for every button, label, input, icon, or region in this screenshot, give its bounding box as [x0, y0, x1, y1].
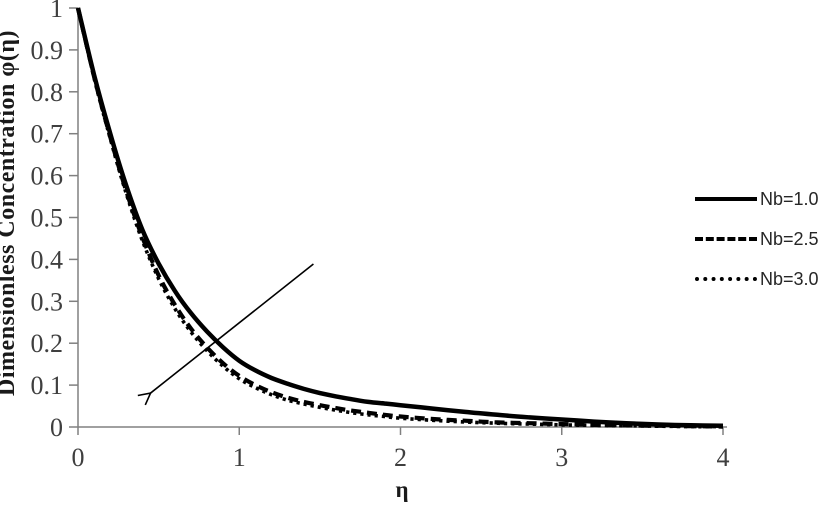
x-axis-title: η: [395, 477, 408, 502]
y-tick-label: 0.8: [31, 78, 64, 107]
y-tick-label: 0.1: [31, 371, 64, 400]
legend-label: Nb=3.0: [760, 268, 819, 289]
legend-line-solid-icon: [695, 197, 757, 201]
x-tick-label: 4: [717, 443, 730, 472]
legend-line-dashed-icon: [695, 237, 757, 241]
legend-item-nb-3.0: Nb=3.0: [695, 259, 819, 299]
y-tick-label: 0.2: [31, 329, 64, 358]
y-tick-label: 0.3: [31, 287, 64, 316]
increasing-nb-arrow: [151, 263, 314, 393]
y-tick-label: 0.4: [31, 245, 64, 274]
y-tick-label: 0.5: [31, 204, 64, 233]
y-tick-label: 0.6: [31, 162, 64, 191]
curve-nb-3.0: [76, 7, 724, 429]
legend-item-nb-2.5: Nb=2.5: [695, 219, 819, 259]
legend-item-nb-1.0: Nb=1.0: [695, 179, 819, 219]
curve-nb-1.0: [75, 7, 724, 428]
y-axis-title: Dimensionless Concentration φ(η): [0, 30, 20, 396]
x-tick-label: 1: [233, 443, 246, 472]
curve-nb-2.5: [75, 7, 724, 429]
legend-label: Nb=2.5: [760, 228, 819, 249]
y-tick-label: 0: [50, 413, 63, 442]
legend-line-dotted-icon: [695, 277, 757, 281]
x-tick-label: 3: [555, 443, 568, 472]
x-tick-label: 2: [394, 443, 407, 472]
y-tick-label: 0.7: [31, 120, 64, 149]
y-tick-label: 0.9: [31, 36, 64, 65]
legend-label: Nb=1.0: [760, 188, 819, 209]
y-tick-label: 1: [50, 0, 63, 23]
legend: Nb=1.0 Nb=2.5 Nb=3.0: [695, 179, 819, 299]
x-tick-label: 0: [72, 443, 85, 472]
